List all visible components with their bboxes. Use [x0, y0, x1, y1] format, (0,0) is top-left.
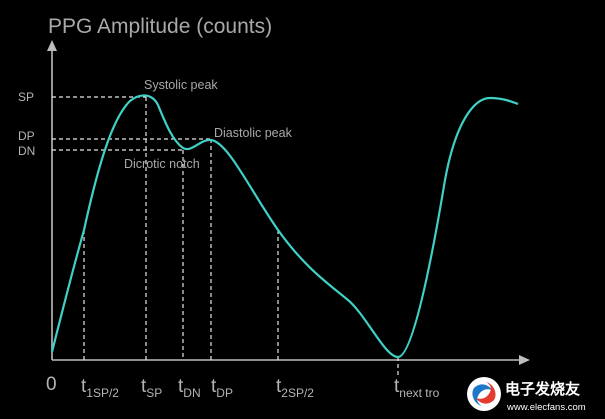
time-marker-t-half-sp-fall: t2SP/2 — [276, 376, 314, 400]
y-label-dp: DP — [18, 129, 35, 143]
elecfans-logo-swirl-accent — [476, 382, 496, 404]
vertical-guides — [83, 97, 399, 375]
annotation-systolic-peak: Systolic peak — [144, 78, 218, 92]
time-marker-t-dp: tDP — [211, 376, 233, 400]
axes — [47, 40, 530, 365]
elecfans-logo-swirl — [472, 384, 492, 406]
watermark-brand: 电子发烧友 — [505, 380, 580, 398]
ppg-waveform — [50, 94, 519, 359]
time-marker-t-half-sp-rise: t1SP/2 — [81, 376, 119, 400]
watermark-url: www.elecfans.com — [506, 402, 586, 413]
origin-label: 0 — [46, 374, 57, 395]
time-marker-t-dn: tDN — [178, 376, 201, 400]
y-axis-arrow-icon — [47, 40, 57, 51]
watermark: 电子发烧友 www.elecfans.com — [467, 377, 586, 413]
y-label-dn: DN — [18, 144, 35, 158]
annotation-dicrotic-notch: Dicrotic notch — [124, 157, 200, 171]
time-marker-t-next-trough: tnext tro — [394, 376, 440, 400]
annotation-diastolic-peak: Diastolic peak — [214, 126, 293, 140]
y-label-sp: SP — [18, 90, 34, 104]
diagram-title: PPG Amplitude (counts) — [48, 15, 272, 38]
time-marker-t-sp: tSP — [141, 376, 162, 400]
x-axis-arrow-icon — [519, 355, 530, 365]
elecfans-logo-icon — [467, 377, 501, 411]
horizontal-guides — [52, 96, 211, 151]
